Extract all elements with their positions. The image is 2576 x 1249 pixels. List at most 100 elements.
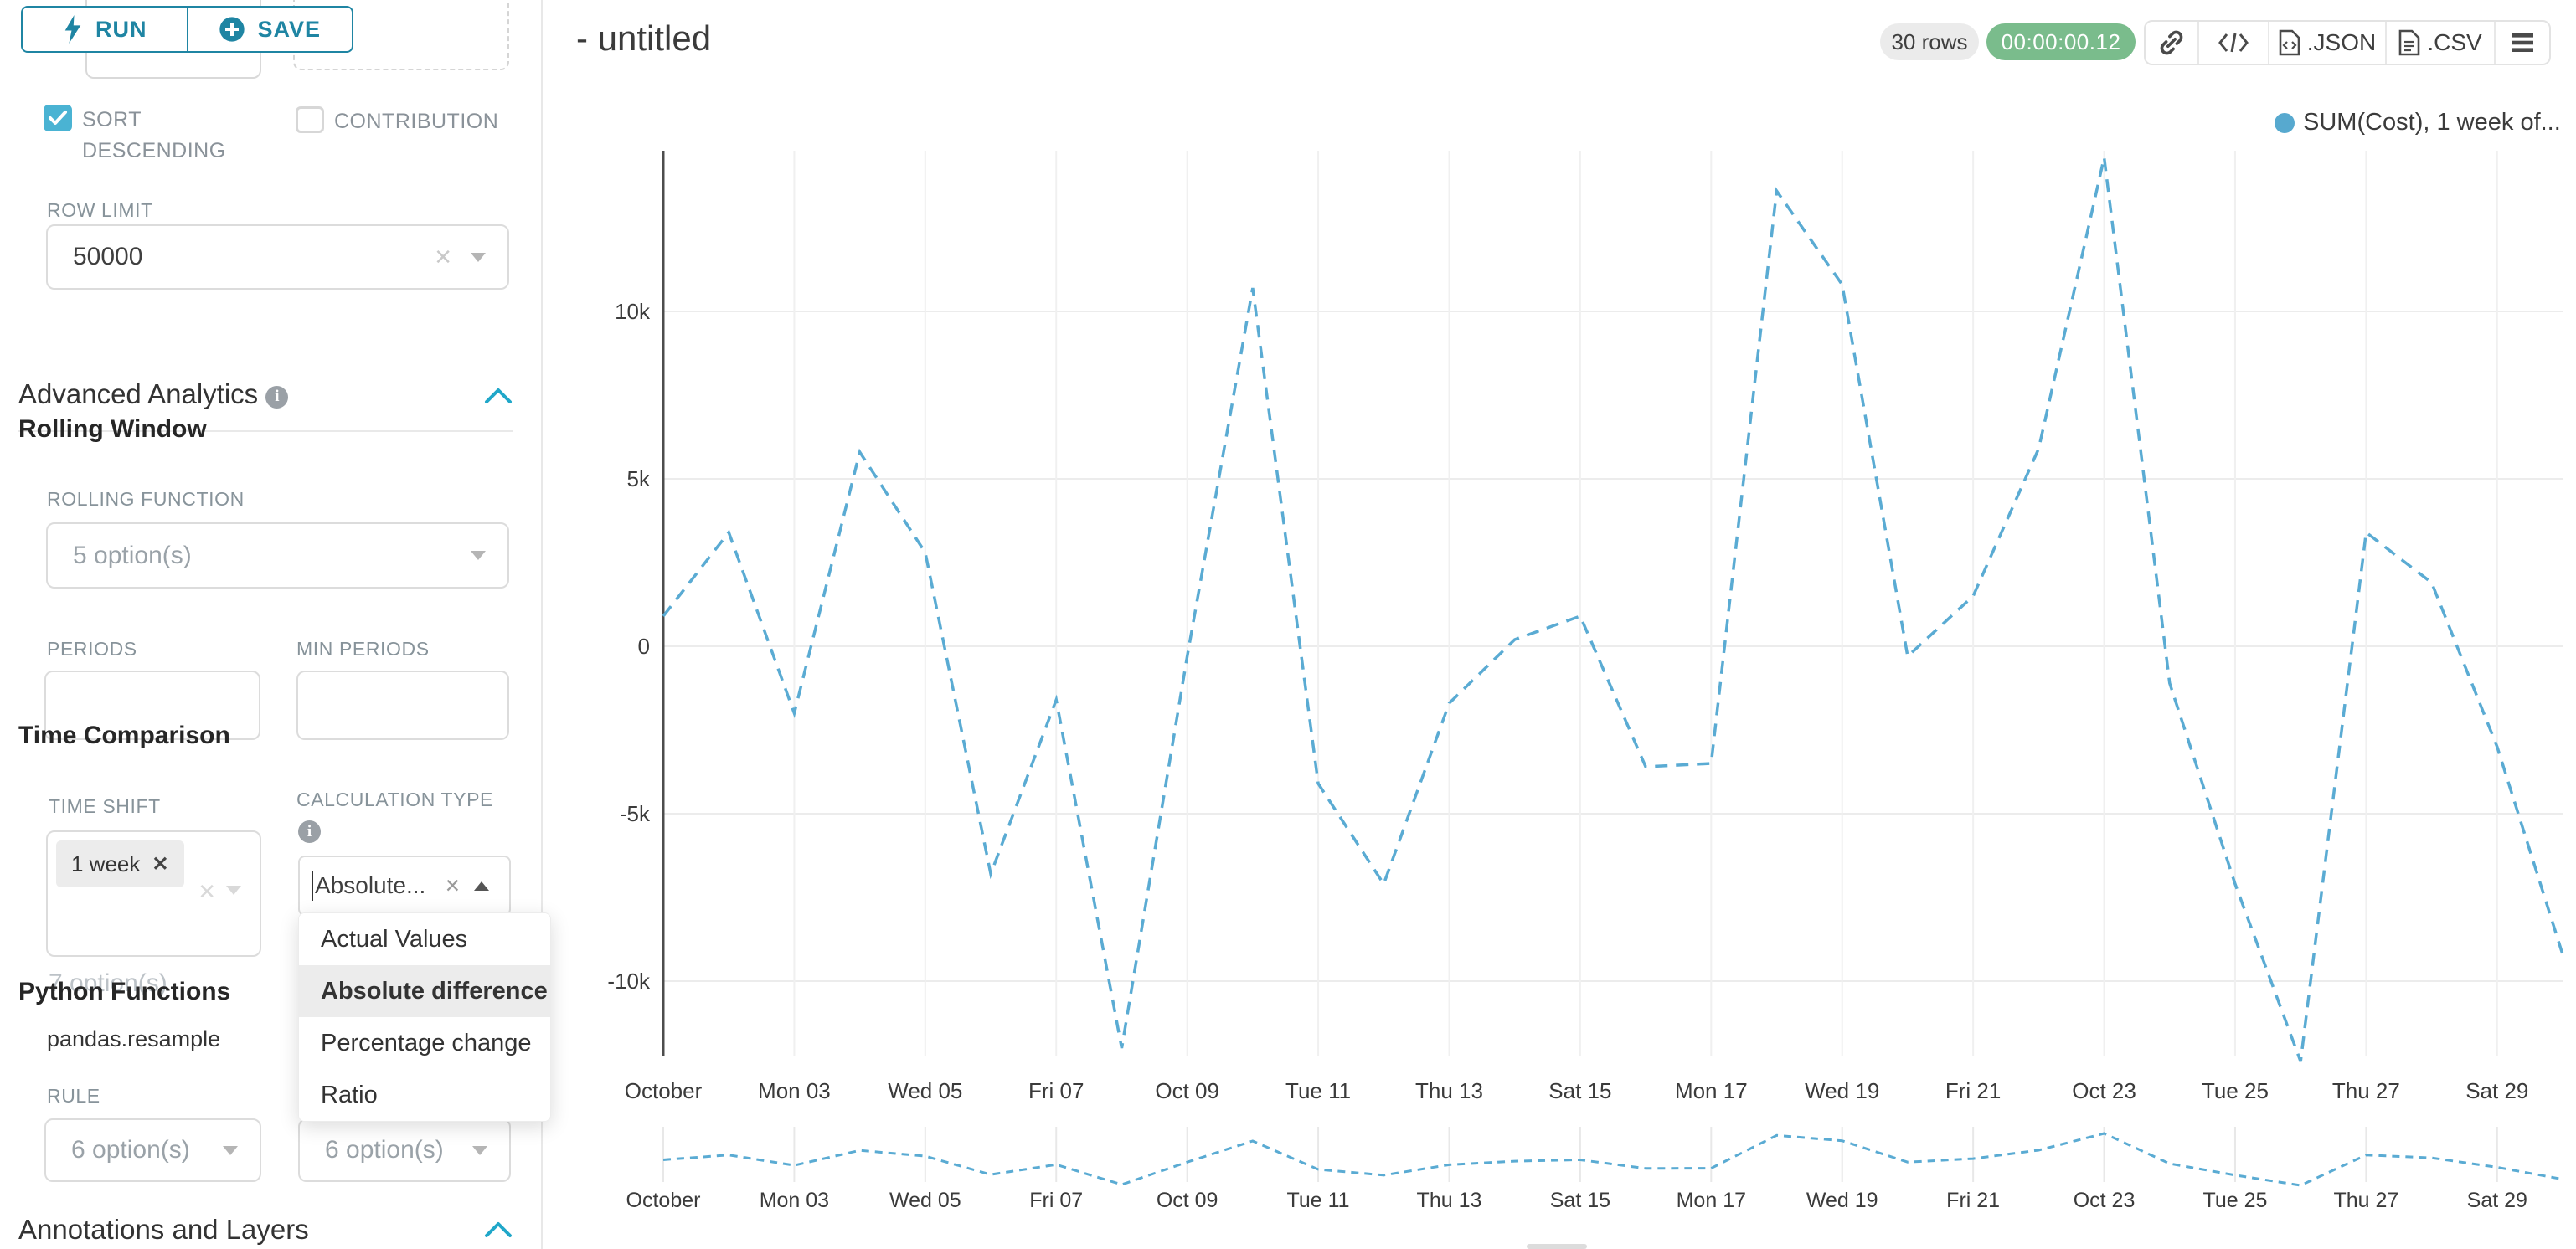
preview-tick-label: Oct 09 [1157,1189,1218,1212]
rolling-function-label: ROLLING FUNCTION [47,488,245,510]
more-options-button[interactable] [2494,22,2549,64]
save-button-label: SAVE [257,16,322,42]
export-json-button[interactable]: .JSON [2268,22,2385,64]
link-icon [2160,30,2183,55]
contribution-checkbox[interactable] [296,106,324,133]
export-toolbar: .JSON .CSV [2144,20,2551,65]
plus-circle-icon [219,17,245,42]
dropdown-option[interactable]: Percentage change [299,1017,550,1069]
preview-tick-label: Wed 05 [889,1189,961,1212]
caret-down-icon [471,551,486,560]
periods-label: PERIODS [47,638,137,660]
rule-select[interactable]: 6 option(s) [44,1118,261,1182]
run-button[interactable]: RUN [23,8,188,51]
save-button[interactable]: SAVE [188,8,353,51]
x-tick-label: Tue 11 [1285,1078,1351,1103]
advanced-analytics-header[interactable]: Advanced Analytics i [18,378,289,410]
min-periods-input[interactable] [296,671,509,740]
dropdown-option[interactable]: Actual Values [299,913,550,965]
info-icon[interactable]: i [298,820,321,843]
caret-down-icon [226,886,241,895]
rule-label: RULE [47,1085,100,1107]
x-tick-label: Thu 27 [2332,1078,2400,1103]
x-tick-label: Sat 29 [2465,1078,2528,1103]
preview-tick-label: Thu 13 [1417,1189,1482,1212]
chevron-up-icon[interactable] [484,1221,513,1239]
y-tick-label: -5k [620,801,651,826]
python-functions-title: Python Functions [18,978,231,1005]
code-icon [2218,33,2249,53]
calculation-type-label: CALCULATION TYPE [296,789,493,810]
rule-value-2: 6 option(s) [325,1136,444,1164]
query-timer-badge: 00:00:00.12 [1986,23,2136,60]
dropdown-option[interactable]: Ratio [299,1069,550,1121]
y-tick-label: 5k [627,466,651,491]
caret-up-icon [474,881,489,891]
rule-select-2[interactable]: 6 option(s) [298,1118,511,1182]
preview-tick-label: Mon 03 [760,1189,829,1212]
annotations-layers-header[interactable]: Annotations and Layers [18,1214,309,1245]
preview-tick-label: October [626,1189,701,1212]
caret-down-icon [223,1145,238,1155]
x-tick-label: Fri 07 [1028,1078,1084,1103]
preview-series-line [662,1132,2563,1187]
run-button-label: RUN [95,16,147,42]
preview-tick-label: Sat 29 [2467,1189,2527,1212]
caret-down-icon [472,1145,487,1155]
caret-down-icon [471,252,486,262]
y-tick-label: 10k [615,299,651,324]
x-tick-label: Mon 17 [1675,1078,1748,1103]
clear-icon[interactable]: ✕ [198,879,216,904]
time-shift-tag-label: 1 week [71,851,141,876]
info-icon[interactable]: i [265,385,289,409]
calculation-type-select[interactable]: Absolute... ✕ [298,856,511,916]
x-tick-label: Oct 09 [1155,1078,1219,1103]
panel-divider [541,0,543,1249]
series-line [662,157,2564,1062]
horizontal-scrollbar-thumb[interactable] [1527,1244,1587,1249]
rule-value: 6 option(s) [71,1136,190,1164]
legend-series-dot [2275,112,2295,133]
file-text-icon [2399,29,2420,56]
chevron-up-icon[interactable] [484,387,513,405]
section-divider [18,430,513,432]
hamburger-icon [2512,33,2533,52]
preview-tick-label: Mon 17 [1677,1189,1746,1212]
x-tick-label: Sat 15 [1548,1078,1611,1103]
x-tick-label: Oct 23 [2072,1078,2136,1103]
contribution-label: CONTRIBUTION [334,110,499,133]
periods-input[interactable] [44,671,260,740]
x-tick-label: Thu 13 [1415,1078,1483,1103]
preview-tick-label: Tue 25 [2203,1189,2268,1212]
main-line-chart: 10k 5k 0 -5k -10k October Mon 03 Wed 05 Fri 07 Oc… [607,151,2564,1103]
time-shift-helper: 7 option(s) [49,969,167,997]
row-limit-select[interactable]: 50000 ✕ [46,224,509,290]
y-tick-label: -10k [607,969,651,994]
min-periods-label: MIN PERIODS [296,638,430,660]
rolling-window-title: Rolling Window [18,415,207,443]
embed-code-button[interactable] [2197,22,2268,64]
row-limit-value: 50000 [73,243,143,270]
dropdown-option[interactable]: Absolute difference [299,965,550,1017]
chart-title[interactable]: - untitled [576,18,712,58]
clear-icon[interactable]: ✕ [434,244,452,270]
x-tick-label: Wed 05 [888,1078,962,1103]
time-range-preview-chart[interactable]: October Mon 03 Wed 05 Fri 07 Oct 09 Tue 11 Thu… [543,1113,2576,1249]
sort-descending-checkbox[interactable] [44,105,72,131]
run-save-button-bar: RUN SAVE [21,6,353,53]
legend-series-label: SUM(Cost), 1 week of... [2303,109,2561,136]
rolling-function-select[interactable]: 5 option(s) [46,522,509,589]
pandas-resample-label: pandas.resample [47,1026,221,1051]
calculation-type-value: Absolute... [312,871,445,901]
text-cursor [312,871,313,901]
export-csv-button[interactable]: .CSV [2385,22,2494,64]
tag-close-icon[interactable]: ✕ [152,852,169,876]
preview-tick-label: Thu 27 [2333,1189,2398,1212]
clear-icon[interactable]: ✕ [444,874,461,897]
share-link-button[interactable] [2146,22,2197,64]
preview-tick-label: Sat 15 [1550,1189,1610,1212]
chart-legend[interactable]: SUM(Cost), 1 week of... [2275,109,2561,136]
file-code-icon [2279,29,2300,56]
time-shift-multiselect[interactable]: 1 week ✕ ✕ [46,830,261,957]
